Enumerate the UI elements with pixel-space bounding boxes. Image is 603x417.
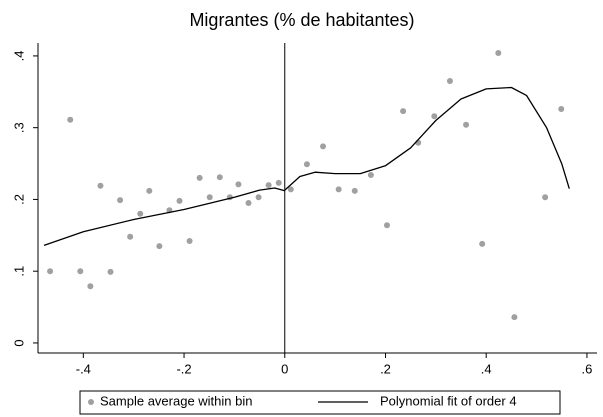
scatter-point — [335, 186, 342, 193]
legend-label: Sample average within bin — [100, 393, 252, 408]
x-tick-label: -.2 — [176, 361, 191, 376]
scatter-point — [431, 113, 438, 120]
scatter-point — [146, 187, 153, 194]
scatter-point — [351, 187, 358, 194]
scatter-point — [206, 194, 213, 201]
legend-label: Polynomial fit of order 4 — [380, 393, 517, 408]
y-tick-label: .3 — [11, 122, 26, 133]
scatter-point — [400, 108, 407, 115]
scatter-point — [495, 50, 502, 57]
scatter-point — [303, 161, 310, 168]
scatter-point — [255, 194, 262, 201]
y-tick-label: 0 — [11, 339, 26, 346]
scatter-point — [77, 268, 84, 275]
x-tick-label: 0 — [281, 361, 288, 376]
scatter-point — [511, 314, 518, 321]
chart-title: Migrantes (% de habitantes) — [189, 10, 414, 30]
scatter-point — [446, 78, 453, 85]
y-tick-label: .2 — [11, 194, 26, 205]
scatter-point — [137, 210, 144, 217]
scatter-point — [542, 194, 549, 201]
scatter-point — [216, 174, 223, 181]
scatter-point — [186, 238, 193, 245]
scatter-point — [275, 179, 282, 186]
scatter-point — [320, 143, 327, 150]
x-tick-label: .2 — [380, 361, 391, 376]
scatter-point — [67, 116, 74, 123]
scatter-point — [196, 174, 203, 181]
x-tick-label: -.4 — [76, 361, 91, 376]
scatter-point — [97, 182, 104, 189]
scatter-point — [367, 172, 374, 179]
y-tick-label: .1 — [11, 266, 26, 277]
scatter-point — [176, 197, 183, 204]
scatter-point — [287, 186, 294, 193]
scatter-point — [127, 233, 134, 240]
scatter-point — [107, 268, 114, 275]
x-tick-label: .6 — [582, 361, 593, 376]
scatter-point — [87, 283, 94, 290]
scatter-point — [117, 197, 124, 204]
scatter-point — [383, 222, 390, 229]
scatter-point — [479, 240, 486, 247]
legend-marker — [88, 399, 94, 405]
x-tick-label: .4 — [481, 361, 492, 376]
scatter-point — [156, 243, 163, 250]
scatter-point — [463, 121, 470, 128]
scatter-point — [558, 106, 565, 113]
fit-line — [43, 86, 570, 247]
scatter-point — [47, 268, 54, 275]
y-tick-label: .4 — [11, 50, 26, 61]
scatter-point — [265, 182, 272, 189]
scatter-point — [245, 200, 252, 207]
scatter-point — [235, 181, 242, 188]
